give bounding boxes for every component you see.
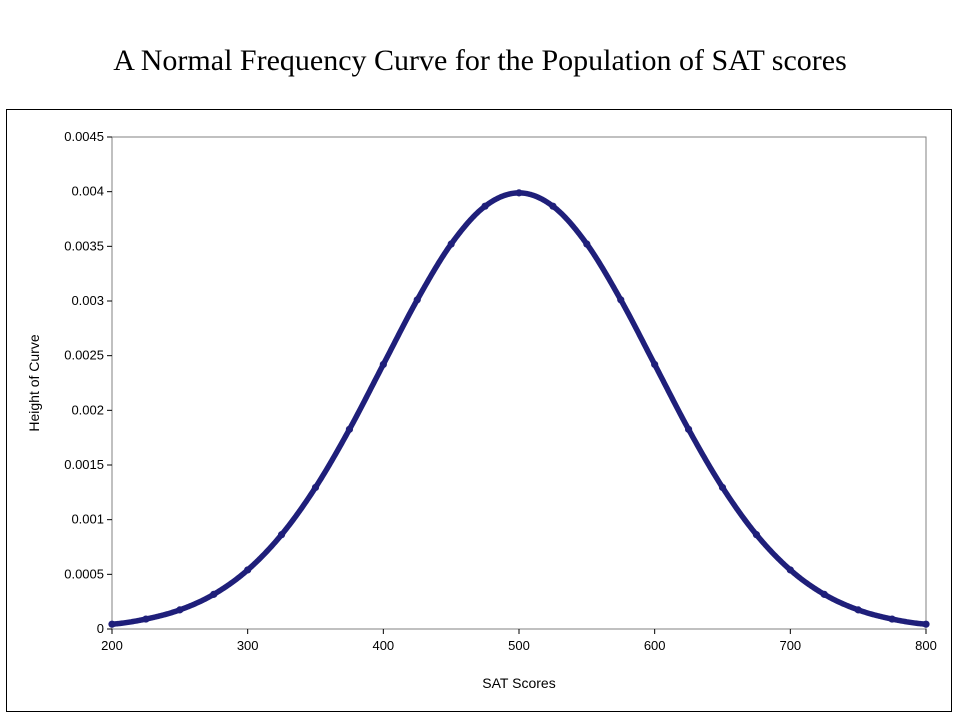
y-tick-label: 0.002 [71, 402, 104, 417]
y-tick-label: 0.0025 [64, 348, 104, 363]
data-point [752, 531, 761, 539]
data-point [447, 240, 455, 248]
data-point [786, 566, 794, 574]
data-point [345, 425, 354, 433]
series-sat-curve [108, 189, 930, 628]
x-tick-label: 700 [779, 638, 801, 653]
x-tick-label: 300 [237, 638, 259, 653]
y-tick-label: 0.0045 [64, 129, 104, 144]
y-tick-label: 0.0035 [64, 238, 104, 253]
data-point [210, 590, 218, 598]
chart: 0 0.0005 0.001 0.0015 0.002 0.0025 0.003 0.0035… [26, 129, 937, 691]
data-point [515, 189, 523, 197]
slide-title: A Normal Frequency Curve for the Populat… [113, 44, 847, 77]
x-tick-label: 500 [508, 638, 530, 653]
data-point [820, 590, 828, 598]
x-tick-label: 400 [372, 638, 394, 653]
data-point [481, 202, 489, 210]
data-point [888, 615, 896, 623]
x-tick-label: 800 [915, 638, 937, 653]
data-point [108, 620, 116, 628]
y-tick-label: 0.003 [71, 293, 104, 308]
data-point [922, 620, 930, 628]
data-point [549, 202, 557, 210]
data-point [277, 531, 286, 539]
y-tick-label: 0.001 [71, 512, 104, 527]
y-axis: 0 0.0005 0.001 0.0015 0.002 0.0025 0.003 0.0035… [64, 129, 112, 636]
data-point [142, 615, 150, 623]
y-tick-label: 0 [97, 621, 104, 636]
y-tick-label: 0.0015 [64, 457, 104, 472]
x-tick-label: 200 [101, 638, 123, 653]
data-point [854, 606, 862, 614]
x-axis-title: SAT Scores [482, 675, 555, 691]
data-point [617, 296, 625, 304]
data-point [413, 296, 421, 304]
y-tick-label: 0.0005 [64, 566, 104, 581]
data-point [583, 240, 591, 248]
y-axis-title: Height of Curve [26, 334, 42, 431]
y-tick-label: 0.004 [71, 184, 104, 199]
data-point [176, 606, 184, 614]
x-axis: 200 300 400 500 600 700 800 [101, 629, 937, 653]
data-point [651, 360, 659, 369]
data-point [244, 566, 252, 574]
plot-area [111, 136, 927, 630]
data-point [379, 360, 387, 369]
chart-frame: 0 0.0005 0.001 0.0015 0.002 0.0025 0.003 0.0035… [6, 109, 952, 712]
data-point [718, 483, 727, 492]
data-point [684, 425, 693, 433]
data-point [311, 483, 320, 492]
x-tick-label: 600 [644, 638, 666, 653]
